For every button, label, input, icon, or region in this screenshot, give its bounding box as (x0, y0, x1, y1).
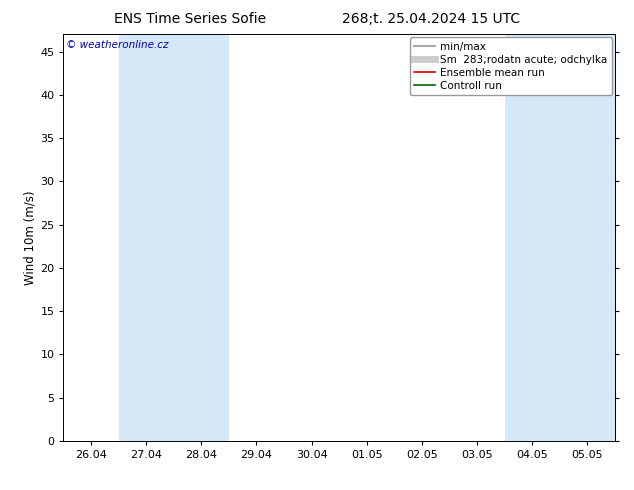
Text: © weatheronline.cz: © weatheronline.cz (66, 40, 169, 50)
Bar (505, 34, 615, 441)
Legend: min/max, Sm  283;rodatn acute; odchylka, Ensemble mean run, Controll run: min/max, Sm 283;rodatn acute; odchylka, … (410, 37, 612, 95)
Y-axis label: Wind 10m (m/s): Wind 10m (m/s) (23, 191, 36, 285)
Bar (119, 34, 229, 441)
Text: 268;t. 25.04.2024 15 UTC: 268;t. 25.04.2024 15 UTC (342, 12, 520, 26)
Text: ENS Time Series Sofie: ENS Time Series Sofie (114, 12, 266, 26)
